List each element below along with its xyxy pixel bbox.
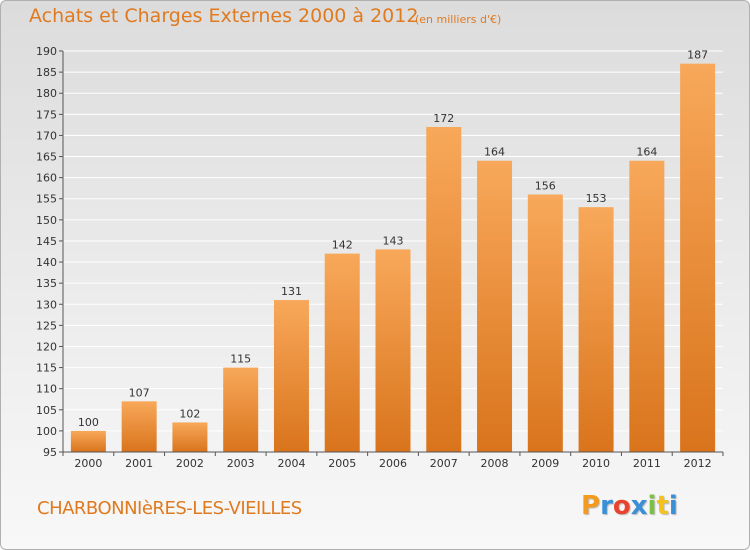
bar: [426, 126, 462, 453]
y-tick-label: 190: [36, 45, 57, 58]
bar: [680, 63, 716, 453]
proxiti-logo[interactable]: Proxiti: [581, 491, 678, 521]
x-tick-label: 2007: [430, 457, 458, 470]
y-tick-label: 130: [36, 298, 57, 311]
y-tick-label: 165: [36, 151, 57, 164]
data-label: 153: [586, 192, 607, 205]
bar: [273, 300, 309, 452]
logo-letter: o: [612, 491, 631, 521]
y-tick-label: 145: [36, 235, 57, 248]
chart-subtitle: (en milliers d'€): [415, 13, 502, 26]
x-tick-label: 2009: [531, 457, 559, 470]
axes: [62, 51, 723, 453]
x-tick-label: 2010: [582, 457, 610, 470]
x-tick-label: 2002: [176, 457, 204, 470]
commune-name: CHARBONNIèRES-LES-VIEILLES: [37, 498, 302, 519]
x-tick-label: 2003: [227, 457, 255, 470]
y-tick-label: 95: [43, 446, 57, 459]
data-label: 164: [636, 146, 657, 159]
data-label: 143: [383, 234, 404, 247]
data-label: 100: [78, 416, 99, 429]
data-label: 102: [179, 407, 200, 420]
y-tick-label: 120: [36, 340, 57, 353]
data-label: 107: [129, 386, 150, 399]
logo-letter: i: [647, 491, 657, 521]
logo-letter: t: [656, 491, 669, 521]
data-label: 142: [332, 239, 353, 252]
y-tick-label: 170: [36, 129, 57, 142]
logo-letter: i: [668, 491, 678, 521]
data-label: 115: [230, 353, 251, 366]
y-tick-label: 125: [36, 319, 57, 332]
data-label: 156: [535, 180, 556, 193]
chart-title: Achats et Charges Externes 2000 à 2012: [29, 5, 419, 27]
y-tick-label: 135: [36, 277, 57, 290]
x-tick-label: 2006: [379, 457, 407, 470]
logo-letter: r: [600, 491, 613, 521]
bar: [324, 253, 360, 452]
y-tick-label: 150: [36, 214, 57, 227]
x-tick-label: 2011: [633, 457, 661, 470]
y-tick-label: 155: [36, 193, 57, 206]
bar: [70, 430, 106, 452]
x-tick-label: 2004: [277, 457, 305, 470]
y-tick-label: 175: [36, 108, 57, 121]
data-label: 172: [433, 112, 454, 125]
logo-letter: x: [630, 491, 648, 521]
y-tick-label: 115: [36, 362, 57, 375]
x-tick-label: 2008: [481, 457, 509, 470]
y-tick-label: 160: [36, 172, 57, 185]
y-tick-label: 185: [36, 66, 57, 79]
logo-letter: P: [581, 491, 601, 521]
bar: [629, 160, 665, 452]
y-axis-ticks: 95 100 105 110 115 120 125 130 135 140 145 150 155 16…: [36, 45, 63, 459]
bar: [223, 367, 259, 452]
data-labels: 100 107 102 115 131 142 143 172 164 156 153 164 187: [78, 49, 708, 429]
bar: [477, 160, 513, 452]
bar: [578, 207, 614, 452]
y-tick-label: 100: [36, 425, 57, 438]
x-tick-label: 2012: [684, 457, 712, 470]
bar: [527, 194, 563, 452]
bar: [121, 401, 157, 452]
y-tick-label: 105: [36, 404, 57, 417]
bar: [172, 422, 208, 452]
data-label: 187: [687, 49, 708, 62]
x-tick-label: 2000: [74, 457, 102, 470]
bar: [375, 249, 411, 452]
data-label: 131: [281, 285, 302, 298]
y-tick-label: 110: [36, 383, 57, 396]
bars: [70, 63, 716, 453]
y-tick-label: 180: [36, 87, 57, 100]
data-label: 164: [484, 146, 505, 159]
x-axis-ticks: 2000 2001 2002 2003 2004 2005 2006 2007 2008 2009…: [62, 452, 724, 470]
x-tick-label: 2005: [328, 457, 356, 470]
y-tick-label: 140: [36, 256, 57, 269]
x-tick-label: 2001: [125, 457, 153, 470]
